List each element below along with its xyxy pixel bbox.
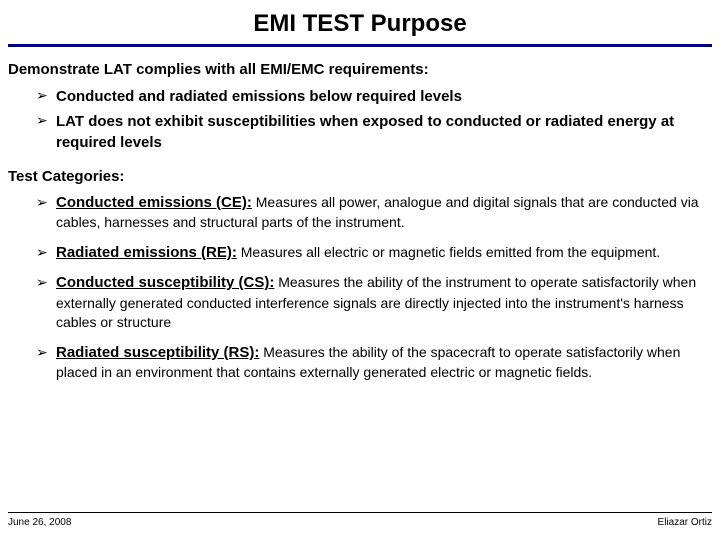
- category-term: Radiated emissions (RE):: [56, 244, 237, 261]
- bullet-text: Conducted and radiated emissions below r…: [56, 88, 462, 105]
- title-divider: [8, 44, 712, 47]
- footer-author: Eliazar Ortiz: [658, 517, 712, 528]
- section1-bullets: Conducted and radiated emissions below r…: [8, 86, 712, 154]
- category-term: Radiated susceptibility (RS):: [56, 344, 259, 361]
- footer-date: June 26, 2008: [8, 517, 71, 528]
- section1-heading: Demonstrate LAT complies with all EMI/EM…: [8, 61, 712, 78]
- bullet-item: LAT does not exhibit susceptibilities wh…: [36, 111, 712, 154]
- footer-row: June 26, 2008 Eliazar Ortiz: [8, 517, 712, 528]
- bullet-item: Conducted and radiated emissions below r…: [36, 86, 712, 108]
- category-item: Radiated susceptibility (RS): Measures t…: [36, 343, 712, 383]
- category-term: Conducted emissions (CE):: [56, 194, 252, 211]
- category-item: Radiated emissions (RE): Measures all el…: [36, 243, 712, 264]
- slide-title: EMI TEST Purpose: [8, 10, 712, 38]
- category-term: Conducted susceptibility (CS):: [56, 274, 274, 291]
- category-list: Conducted emissions (CE): Measures all p…: [8, 193, 712, 383]
- slide: EMI TEST Purpose Demonstrate LAT complie…: [0, 0, 720, 540]
- footer-divider: [8, 512, 712, 513]
- category-desc: Measures all electric or magnetic fields…: [237, 244, 660, 260]
- slide-footer: June 26, 2008 Eliazar Ortiz: [8, 512, 712, 528]
- section2-heading: Test Categories:: [8, 168, 712, 185]
- category-item: Conducted susceptibility (CS): Measures …: [36, 273, 712, 332]
- category-item: Conducted emissions (CE): Measures all p…: [36, 193, 712, 233]
- bullet-text: LAT does not exhibit susceptibilities wh…: [56, 113, 674, 152]
